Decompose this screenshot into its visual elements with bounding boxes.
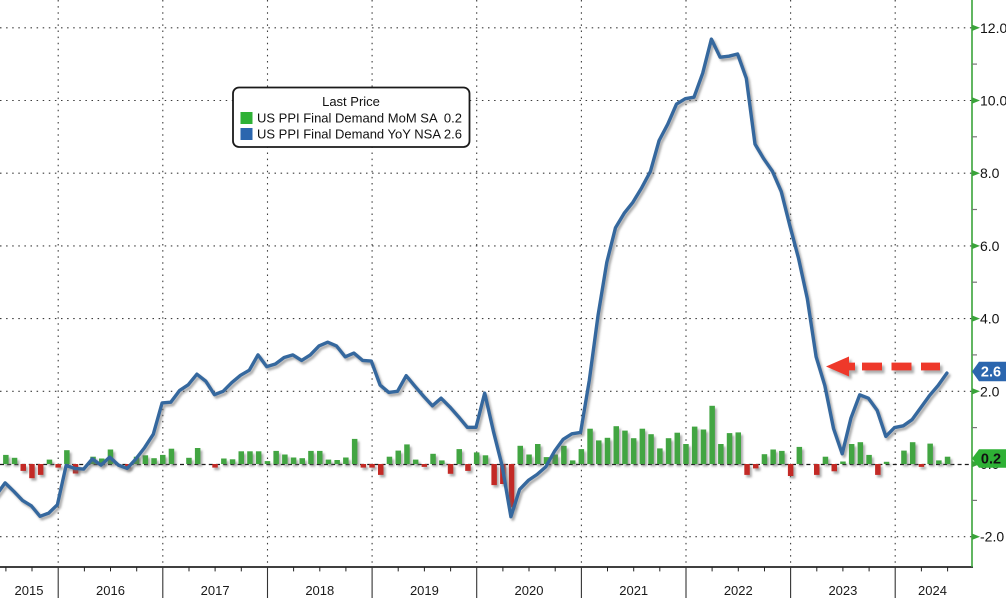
svg-text:US PPI Final Demand MoM SA: US PPI Final Demand MoM SA [257, 111, 438, 126]
svg-text:2022: 2022 [724, 583, 753, 598]
svg-text:2.6: 2.6 [444, 127, 462, 142]
svg-text:8.0: 8.0 [980, 165, 1000, 181]
svg-text:2016: 2016 [96, 583, 125, 598]
svg-text:2021: 2021 [619, 583, 648, 598]
svg-text:2.0: 2.0 [980, 383, 1000, 399]
svg-text:2015: 2015 [15, 583, 44, 598]
svg-text:12.0: 12.0 [980, 20, 1006, 36]
svg-text:2018: 2018 [305, 583, 334, 598]
svg-text:4.0: 4.0 [980, 311, 1000, 327]
svg-text:2024: 2024 [918, 583, 947, 598]
svg-text:2019: 2019 [410, 583, 439, 598]
svg-text:0.2: 0.2 [981, 452, 1001, 468]
svg-text:2023: 2023 [828, 583, 857, 598]
svg-text:10.0: 10.0 [980, 93, 1006, 109]
svg-text:Last Price: Last Price [322, 94, 380, 109]
svg-text:0.2: 0.2 [444, 111, 462, 126]
svg-text:2017: 2017 [201, 583, 230, 598]
svg-text:-2.0: -2.0 [980, 529, 1004, 545]
svg-text:6.0: 6.0 [980, 238, 1000, 254]
svg-text:2020: 2020 [515, 583, 544, 598]
svg-text:US PPI Final Demand YoY NSA: US PPI Final Demand YoY NSA [257, 127, 441, 142]
svg-text:2.6: 2.6 [981, 365, 1001, 381]
